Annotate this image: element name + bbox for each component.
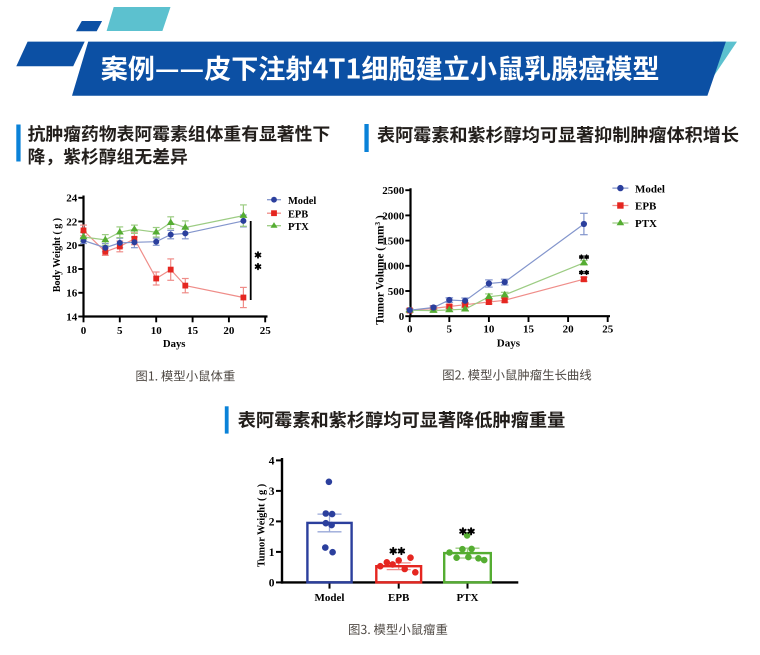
svg-text:Body Weight ( g ): Body Weight ( g ) [52,218,63,292]
svg-text:20: 20 [223,325,235,337]
svg-text:Tumor Volume ( mm3 ): Tumor Volume ( mm3 ) [373,215,387,325]
svg-text:0: 0 [269,578,275,590]
svg-text:0: 0 [81,325,87,337]
svg-text:20: 20 [563,324,575,336]
svg-text:22: 22 [66,216,78,228]
svg-text:EPB: EPB [388,592,410,604]
svg-text:24: 24 [66,193,78,205]
svg-text:PTX: PTX [635,218,657,230]
svg-text:5: 5 [117,325,123,337]
svg-text:16: 16 [66,288,78,300]
svg-text:5: 5 [447,324,453,336]
svg-text:2: 2 [269,517,275,529]
svg-text:Tumor Weight ( g ): Tumor Weight ( g ) [257,484,268,567]
svg-text:Model: Model [315,592,345,604]
svg-text:25: 25 [260,325,272,337]
svg-text:PTX: PTX [288,222,309,233]
svg-text:20: 20 [66,240,78,252]
svg-text:10: 10 [151,325,163,337]
svg-text:Model: Model [635,183,665,195]
svg-text:0: 0 [399,311,405,323]
svg-text:2500: 2500 [382,185,405,197]
svg-text:Days: Days [497,338,521,350]
svg-text:EPB: EPB [635,201,657,213]
svg-text:2000: 2000 [382,210,405,222]
svg-text:1500: 1500 [382,236,405,248]
svg-text:Model: Model [288,196,316,207]
svg-text:500: 500 [388,286,405,298]
svg-text:15: 15 [187,325,199,337]
svg-text:15: 15 [523,324,535,336]
svg-text:3: 3 [269,486,275,498]
svg-text:25: 25 [602,324,614,336]
svg-text:14: 14 [66,311,78,323]
svg-text:Days: Days [163,338,186,350]
svg-text:4: 4 [269,456,275,468]
svg-text:1000: 1000 [382,261,405,273]
svg-text:10: 10 [483,324,495,336]
svg-text:1: 1 [269,547,275,559]
svg-text:0: 0 [407,324,413,336]
svg-text:PTX: PTX [457,592,479,604]
svg-text:18: 18 [66,264,78,276]
svg-text:EPB: EPB [288,209,308,220]
